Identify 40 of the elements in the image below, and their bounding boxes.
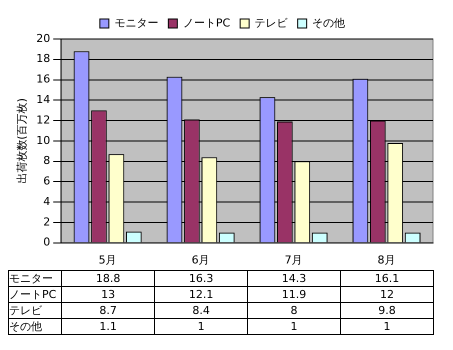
data-label: 16.3 [154, 270, 248, 286]
legend-label: モニター [114, 16, 158, 30]
data-label: 1 [154, 318, 248, 334]
y-tick-label: 2 [43, 215, 50, 228]
data-label: 1 [340, 318, 434, 334]
data-label: 8.4 [154, 302, 248, 318]
y-tick-label: 12 [36, 113, 50, 126]
data-label: 9.8 [340, 302, 434, 318]
data-label: 11.9 [248, 286, 340, 302]
y-tick-label: 10 [36, 134, 50, 147]
data-label: 13 [62, 286, 155, 302]
data-label: 8 [248, 302, 340, 318]
data-label: 14.3 [248, 270, 340, 286]
y-tick-label: 8 [43, 154, 50, 168]
data-label: 1 [248, 318, 340, 334]
y-tick-label: 4 [43, 194, 50, 208]
data-label: 8.7 [62, 302, 155, 318]
legend-label: テレビ [254, 16, 289, 30]
text: テレビ [9, 304, 42, 317]
y-axis-title: 出荷枚数(百万枚) [15, 98, 28, 184]
text: その他 [9, 320, 42, 333]
legend-label: その他 [312, 16, 346, 30]
y-tick-label: 16 [36, 72, 50, 86]
text: モニター [9, 272, 53, 285]
y-tick-label: 14 [36, 93, 50, 106]
x-tick-label: 5月 [98, 253, 117, 266]
data-label: 18.8 [62, 270, 155, 286]
legend-label: ノートPC [182, 16, 230, 30]
y-tick-label: 20 [36, 32, 50, 45]
y-tick-label: 0 [43, 236, 50, 249]
y-tick-label: 6 [43, 174, 50, 188]
data-label: 16.1 [340, 270, 434, 286]
x-tick-label: 8月 [378, 253, 396, 266]
y-tick-label: 18 [36, 52, 50, 66]
x-tick-label: 7月 [284, 253, 303, 266]
data-label: 12 [340, 286, 434, 302]
data-label: 1.1 [62, 318, 155, 334]
data-label: 12.1 [154, 286, 248, 302]
text: ノートPC [9, 288, 56, 301]
x-tick-label: 6月 [192, 253, 210, 266]
